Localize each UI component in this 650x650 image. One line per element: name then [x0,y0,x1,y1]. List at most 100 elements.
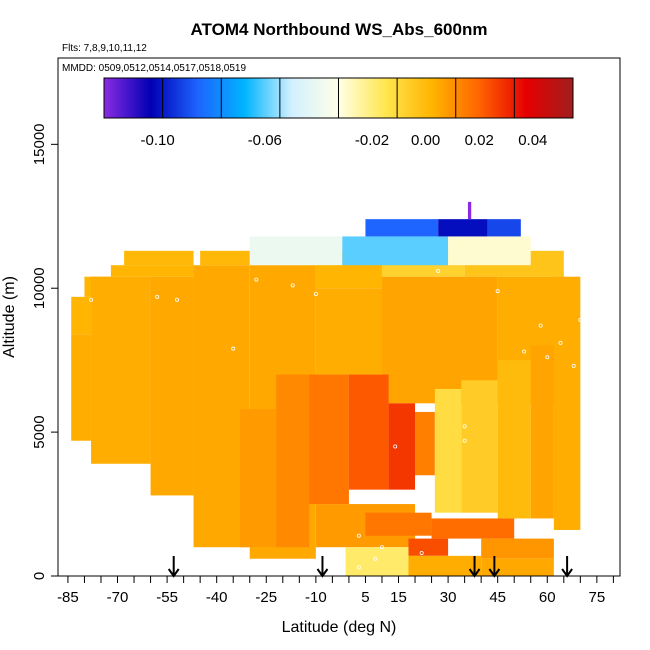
heatmap-cell [365,219,439,237]
heatmap-cell [530,345,554,519]
colorbar-tick-label: -0.02 [355,132,389,149]
heatmap-cell [481,538,554,559]
heatmap-cell [124,250,194,266]
profile-marker-arrow-head [167,568,180,578]
sample-point [495,289,500,294]
heatmap-cell [431,518,515,539]
colorbar: -0.10 -0.06 -0.02 0.00 0.02 0.04 [103,77,574,149]
profile-marker-arrow-head [316,568,329,578]
sample-point [356,533,361,538]
sample-point [558,536,563,541]
x-tick-label: 45 [489,589,506,606]
x-tick-label: -70 [107,589,129,606]
sample-point [254,277,259,282]
heatmap-cell [415,411,435,476]
sample-point [290,283,295,288]
dates-label: MMDD: 0509,0512,0514,0517,0518,0519 [62,63,246,74]
heatmap-cell [461,380,498,513]
plot-area [57,57,621,577]
heatmap-cell [434,388,462,513]
sample-point [419,550,424,555]
x-tick-label: -25 [255,589,277,606]
sample-point [528,527,533,532]
profile-markers [167,556,573,578]
heatmap-cell [487,219,521,237]
colorbar-tick-label: -0.10 [140,132,174,149]
heatmap-cell [276,374,310,548]
sample-point [522,349,527,354]
colorbar-tick-label: -0.06 [248,132,282,149]
profile-marker-arrow-head [488,568,501,578]
x-tick-label: 60 [539,589,556,606]
x-tick-label: -85 [57,589,79,606]
x-tick-label: -40 [206,589,228,606]
heatmap-cell [467,201,472,220]
heatmap-cell [408,538,449,556]
x-tick-label: 75 [589,589,606,606]
heatmap-cell [408,555,482,576]
heatmap-cell [345,547,409,576]
heatmap-cell [348,374,389,490]
sample-point [393,444,398,449]
heatmap-cell [249,236,343,266]
sample-point [538,323,543,328]
plot-frame [57,57,621,577]
chart-title: ATOM4 Northbound WS_Abs_600nm [191,20,488,39]
colorbar-tick-label: 0.04 [518,132,547,149]
sample-point [89,297,94,302]
heatmap-cell [481,558,554,576]
sample-point [578,317,583,322]
sample-point [175,297,180,302]
sample-point [462,424,467,429]
sample-point [313,291,318,296]
x-tick-label: -10 [305,589,327,606]
profile-marker-arrow-head [468,568,481,578]
profile-marker-arrow-head [561,568,573,578]
sample-point [436,268,441,273]
x-tick-label: -55 [156,589,178,606]
sample-point [155,294,160,299]
heatmap-cell [71,334,92,441]
flights-label: Flts: 7,8,9,10,11,12 [62,43,147,54]
heatmap-cell [309,374,349,505]
x-tick-label: 15 [390,589,407,606]
y-tick-label: 15000 [31,123,48,165]
heatmap-cells [71,201,581,576]
heatmap-cell [150,276,194,496]
sample-point [231,346,236,351]
heatmap-cell [200,250,250,266]
heatmap-cell [239,409,277,548]
sample-point [558,340,563,345]
heatmap-cell [110,265,194,277]
heatmap-cell [438,219,488,237]
y-axis: 0 5000 10000 15000 [31,123,58,580]
heatmap-cell [388,403,416,490]
x-axis-label: Latitude (deg N) [282,619,397,636]
sample-point [379,545,384,550]
sample-points [89,268,583,570]
y-axis-label: Altitude (m) [1,276,18,358]
heatmap-cell [497,360,531,519]
heatmap-cell [553,276,581,530]
sample-point [356,565,361,570]
heatmap-cell [91,276,151,464]
colorbar-tick-label: 0.00 [411,132,440,149]
x-tick-label: 30 [440,589,457,606]
sample-point [373,556,378,561]
sample-point [571,363,576,368]
sample-point [462,438,467,443]
colorbar-tick-label: 0.02 [465,132,494,149]
x-axis: -85 -70 -55 -40 -25 -10 5 15 30 45 60 75 [57,576,614,606]
colorbar-ticks: -0.10 -0.06 -0.02 0.00 0.02 0.04 [103,78,574,149]
heatmap-cell [71,296,92,335]
heatmap-cell [448,236,531,266]
heatmap-cell [365,512,432,536]
heatmap-cell [315,288,382,375]
x-tick-label: 5 [361,589,369,606]
sample-point [545,355,550,360]
y-tick-label: 10000 [31,267,48,309]
y-tick-label: 0 [31,572,48,580]
y-tick-label: 5000 [31,415,48,448]
heatmap-cell [342,236,449,266]
